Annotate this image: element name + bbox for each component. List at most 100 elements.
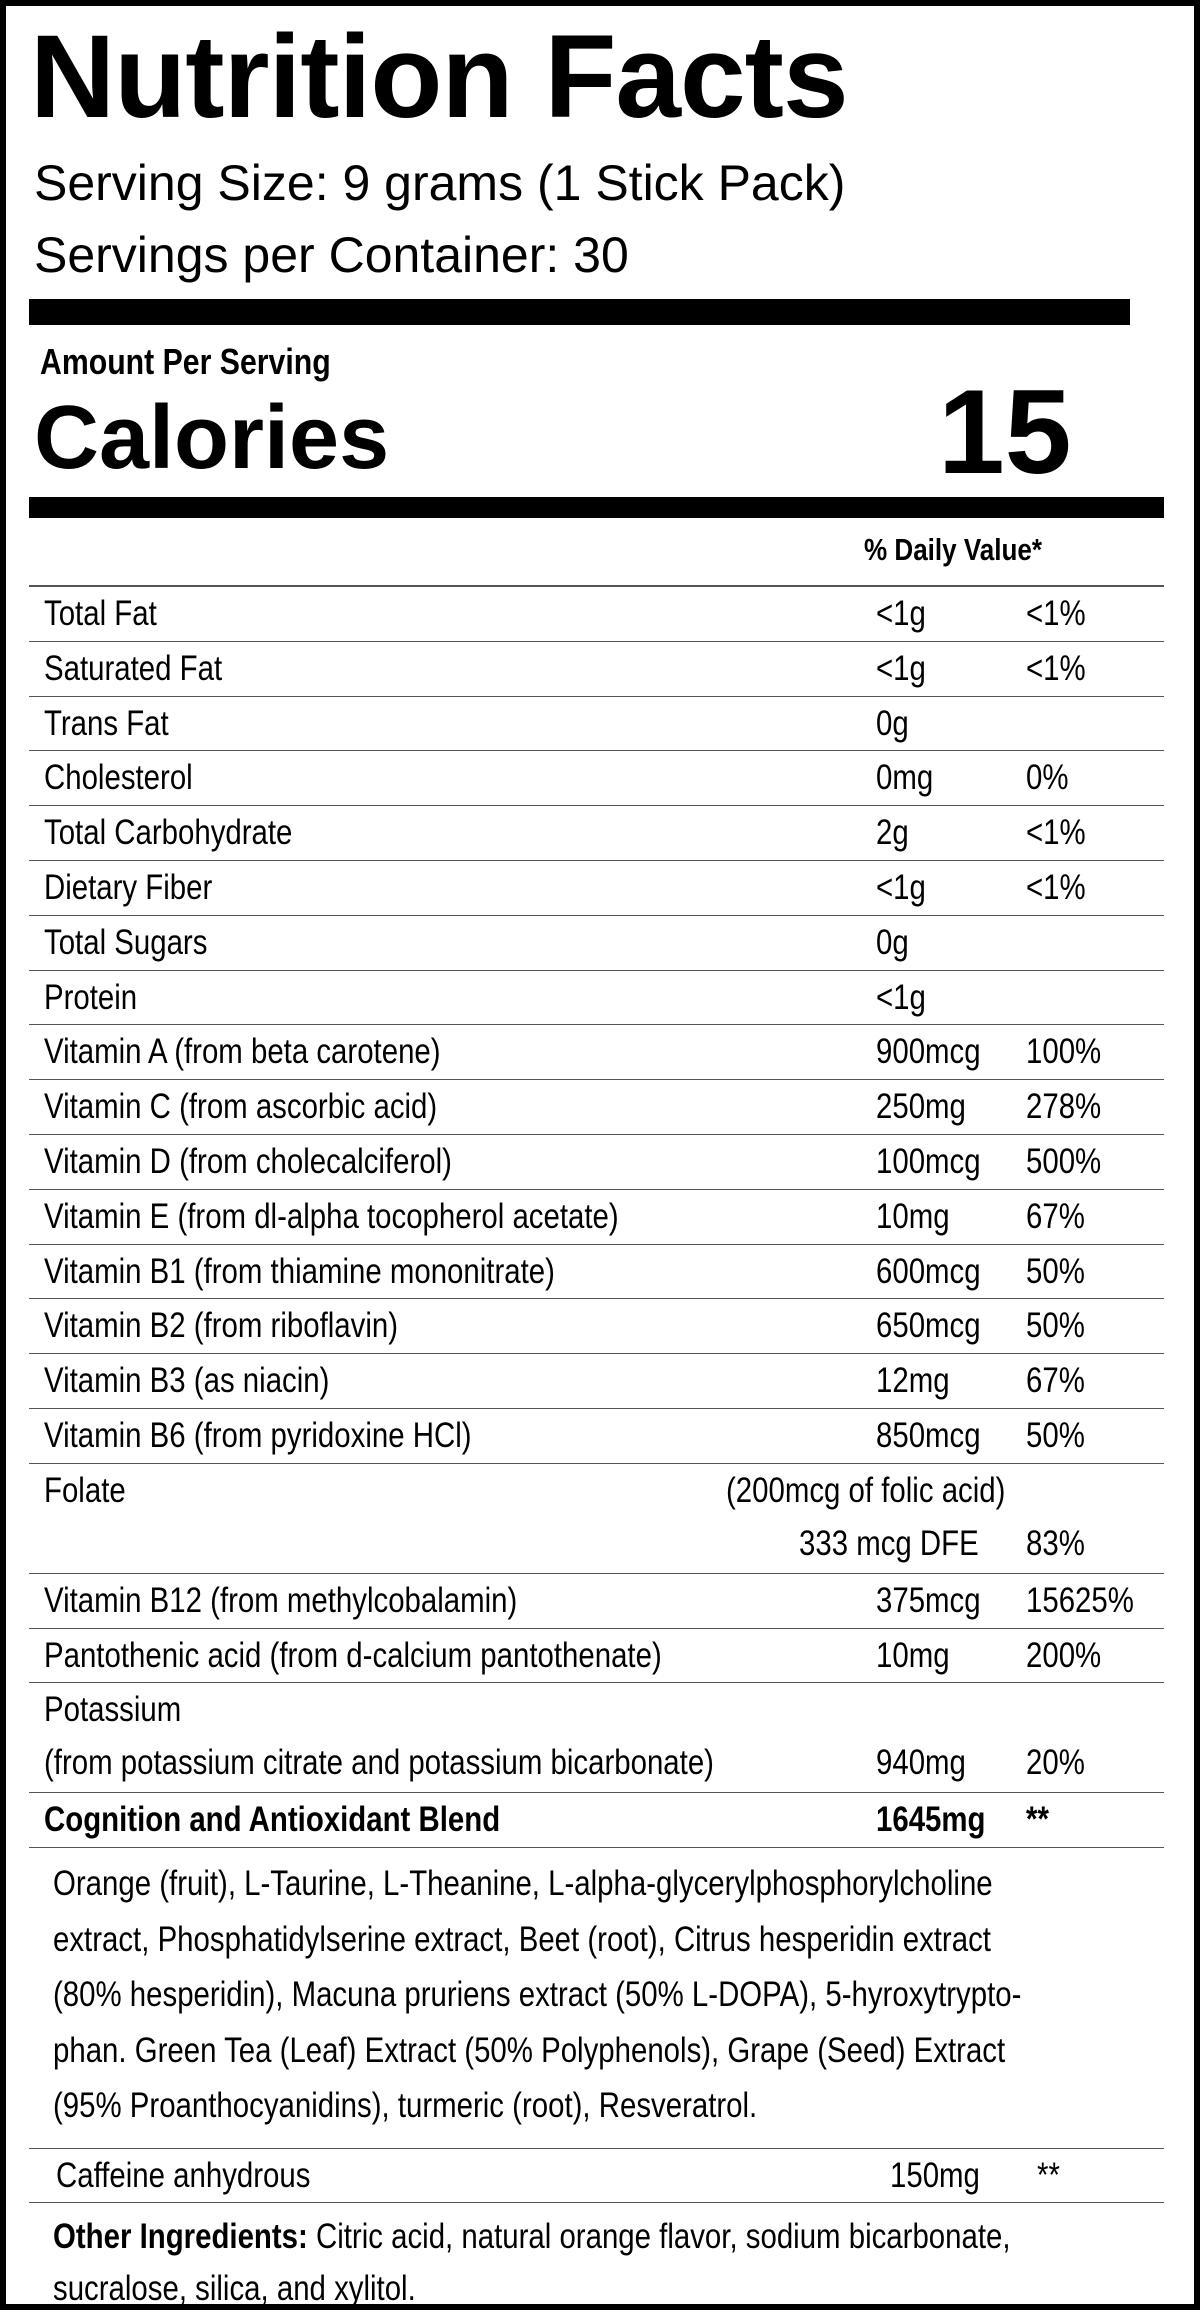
- nutrient-row: Dietary Fiber <1g <1%: [29, 861, 1164, 916]
- nutrient-label: Pantothenic acid (from d-calcium pantoth…: [44, 1635, 662, 1675]
- nutrient-label: Vitamin B12 (from methylcobalamin): [44, 1580, 518, 1620]
- nutrient-amount: 12mg: [876, 1361, 950, 1401]
- nutrient-row: Cholesterol 0mg 0%: [29, 751, 1164, 807]
- ingredient-line: extract, Phosphatidylserine extract, Bee…: [53, 1919, 991, 1959]
- nutrient-daily-value: 15625%: [1026, 1580, 1134, 1620]
- nutrient-label: Cholesterol: [44, 758, 193, 798]
- nutrient-daily-value: 20%: [1026, 1743, 1085, 1783]
- nutrient-label: Vitamin A (from beta carotene): [44, 1032, 441, 1072]
- nutrient-amount: 0g: [876, 703, 909, 743]
- nutrient-amount: 0g: [876, 922, 909, 962]
- nutrient-row: Vitamin A (from beta carotene) 900mcg 100%: [29, 1025, 1164, 1081]
- folate-note: (200mcg of folic acid): [726, 1470, 1006, 1510]
- nutrient-amount: 250mg: [876, 1087, 966, 1127]
- nutrient-row: Vitamin D (from cholecalciferol) 100mcg 50…: [29, 1135, 1164, 1190]
- nutrient-daily-value: 100%: [1026, 1032, 1102, 1072]
- caffeine-label: Caffeine anhydrous: [56, 2155, 311, 2195]
- nutrient-daily-value: 50%: [1026, 1306, 1085, 1346]
- ingredient-line: (80% hesperidin), Macuna pruriens extrac…: [53, 1975, 1022, 2015]
- thick-divider: [29, 497, 1164, 518]
- nutrient-row-folate: Folate (200mcg of folic acid) 333 mcg DFE 8…: [29, 1464, 1164, 1574]
- caffeine-amount: 150mg: [890, 2155, 980, 2195]
- blend-amount: 1645mg: [876, 1800, 986, 1840]
- nutrient-label: Total Sugars: [44, 922, 208, 962]
- nutrient-daily-value: 500%: [1026, 1141, 1102, 1181]
- nutrient-amount: 0mg: [876, 758, 934, 798]
- nutrient-daily-value: 278%: [1026, 1087, 1102, 1127]
- nutrient-label: Total Fat: [44, 594, 157, 633]
- nutrient-row: Vitamin B6 (from pyridoxine HCl) 850mcg 50…: [29, 1409, 1164, 1464]
- ingredient-line: Orange (fruit), L-Taurine, L-Theanine, L…: [53, 1864, 993, 1904]
- caffeine-row: Caffeine anhydrous 150mg **: [29, 2149, 1164, 2204]
- nutrient-daily-value: 50%: [1026, 1251, 1085, 1291]
- nutrient-daily-value: 67%: [1026, 1196, 1085, 1236]
- nutrient-sublabel: (from potassium citrate and potassium bi…: [44, 1743, 714, 1783]
- nutrient-row: Total Sugars 0g: [29, 916, 1164, 971]
- calories-value: 15: [938, 365, 1072, 499]
- nutrient-row: Saturated Fat <1g <1%: [29, 642, 1164, 697]
- nutrient-row: Pantothenic acid (from d-calcium pantoth…: [29, 1629, 1164, 1684]
- nutrient-amount: 900mcg: [876, 1032, 981, 1072]
- nutrient-label: Dietary Fiber: [44, 867, 213, 907]
- blend-daily-value: **: [1026, 1800, 1049, 1840]
- caffeine-daily-value: **: [1037, 2155, 1060, 2195]
- serving-size: Serving Size: 9 grams (1 Stick Pack): [34, 155, 846, 211]
- nutrient-daily-value: <1%: [1026, 648, 1086, 688]
- nutrient-row: Vitamin B2 (from riboflavin) 650mcg 50%: [29, 1299, 1164, 1355]
- other-ingredients-label: Other Ingredients:: [53, 2217, 308, 2257]
- label-title: Nutrition Facts: [30, 11, 849, 143]
- nutrient-amount: <1g: [876, 648, 926, 688]
- nutrient-label: Vitamin B1 (from thiamine mononitrate): [44, 1251, 555, 1291]
- nutrient-amount: 333 mcg DFE: [799, 1523, 979, 1563]
- nutrient-daily-value: <1%: [1026, 813, 1086, 853]
- nutrient-amount: <1g: [876, 977, 926, 1017]
- nutrient-row: Vitamin C (from ascorbic acid) 250mg 278%: [29, 1080, 1164, 1135]
- nutrient-amount: 850mcg: [876, 1415, 981, 1455]
- nutrient-amount: 2g: [876, 813, 909, 853]
- nutrient-daily-value: <1%: [1026, 594, 1086, 633]
- nutrient-label: Vitamin B3 (as niacin): [44, 1361, 330, 1401]
- nutrient-row: Trans Fat 0g: [29, 697, 1164, 752]
- nutrient-amount: <1g: [876, 867, 926, 907]
- nutrient-daily-value: 200%: [1026, 1635, 1102, 1675]
- nutrient-amount: 940mg: [876, 1743, 966, 1783]
- daily-value-header: % Daily Value*: [864, 532, 1043, 567]
- ingredient-line: phan. Green Tea (Leaf) Extract (50% Poly…: [53, 2030, 1006, 2070]
- nutrient-amount: <1g: [876, 594, 926, 633]
- nutrient-amount: 375mcg: [876, 1580, 981, 1620]
- blend-label: Cognition and Antioxidant Blend: [44, 1800, 501, 1840]
- nutrient-daily-value: <1%: [1026, 867, 1086, 907]
- blend-ingredients: Orange (fruit), L-Taurine, L-Theanine, L…: [29, 1848, 1164, 2149]
- nutrient-label: Vitamin C (from ascorbic acid): [44, 1087, 438, 1127]
- nutrient-daily-value: 83%: [1026, 1523, 1085, 1563]
- nutrient-row: Total Fat <1g <1%: [29, 587, 1164, 642]
- nutrient-row: Vitamin B3 (as niacin) 12mg 67%: [29, 1354, 1164, 1409]
- nutrient-label: Protein: [44, 977, 138, 1017]
- nutrient-label: Vitamin B6 (from pyridoxine HCl): [44, 1415, 472, 1455]
- nutrient-row: Vitamin B12 (from methylcobalamin) 375mcg…: [29, 1574, 1164, 1629]
- calories-label: Calories: [34, 388, 390, 488]
- nutrient-label: Potassium: [44, 1690, 182, 1730]
- blend-row: Cognition and Antioxidant Blend 1645mg **: [29, 1793, 1164, 1849]
- nutrient-daily-value: 0%: [1026, 758, 1069, 798]
- nutrient-table: Total Fat <1g <1% Saturated Fat <1g <1% Trans …: [29, 585, 1164, 2315]
- nutrient-daily-value: 50%: [1026, 1415, 1085, 1455]
- nutrient-row: Total Carbohydrate 2g <1%: [29, 806, 1164, 861]
- ingredient-line: sucralose, silica, and xylitol.: [53, 2269, 416, 2309]
- nutrient-amount: 100mcg: [876, 1141, 981, 1181]
- nutrient-daily-value: 67%: [1026, 1361, 1085, 1401]
- nutrient-row-potassium: Potassium (from potassium citrate and pot…: [29, 1683, 1164, 1794]
- nutrient-amount: 10mg: [876, 1635, 950, 1675]
- nutrient-label: Vitamin E (from dl-alpha tocopherol acet…: [44, 1196, 619, 1236]
- nutrient-row: Vitamin E (from dl-alpha tocopherol acet…: [29, 1190, 1164, 1245]
- thick-divider: [29, 299, 1130, 325]
- nutrient-amount: 600mcg: [876, 1251, 981, 1291]
- ingredient-line: (95% Proanthocyanidins), turmeric (root)…: [53, 2086, 758, 2126]
- nutrient-label: Trans Fat: [44, 703, 169, 743]
- nutrient-label: Saturated Fat: [44, 648, 223, 688]
- other-ingredients: Other Ingredients: Citric acid, natural …: [29, 2203, 1164, 2315]
- nutrient-label: Vitamin D (from cholecalciferol): [44, 1141, 452, 1181]
- nutrient-label: Folate: [44, 1470, 126, 1510]
- nutrient-amount: 10mg: [876, 1196, 950, 1236]
